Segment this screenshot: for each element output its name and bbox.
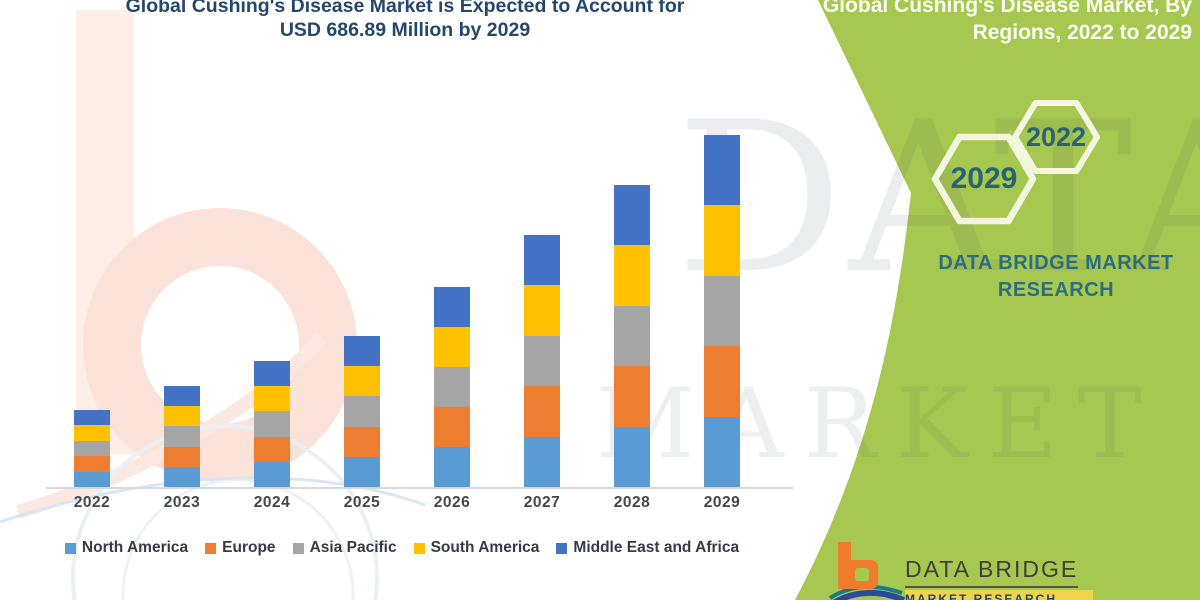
legend-label-europe: Europe	[222, 539, 276, 556]
bar-segment-europe-2028	[614, 366, 650, 427]
legend-label-middle-east-and-africa: Middle East and Africa	[573, 539, 740, 556]
bar-2026	[434, 287, 470, 487]
hexagon-2022-outline	[1012, 100, 1100, 174]
x-axis-label-2029: 2029	[703, 494, 741, 511]
side-panel-title-line1: Global Cushing's Disease Market, By	[822, 0, 1192, 17]
chart-title-line2: USD 686.89 Million by 2029	[279, 18, 531, 41]
bar-segment-middle-east-and-africa-2026	[434, 287, 470, 327]
bar-2028	[614, 185, 650, 487]
bar-segment-europe-2027	[524, 386, 560, 437]
chart-legend: North America Europe Asia Pacific South Ame…	[28, 539, 776, 557]
legend-swatch-south-america	[413, 542, 425, 554]
bar-segment-south-america-2023	[164, 406, 200, 427]
bar-segment-north-america-2026	[434, 447, 470, 487]
bar-2024	[254, 361, 290, 487]
bar-segment-asia-pacific-2026	[434, 367, 470, 407]
bar-segment-north-america-2024	[254, 461, 290, 487]
footer-brand-name: DATA BRIDGE	[905, 556, 1079, 588]
bar-segment-asia-pacific-2024	[254, 411, 290, 437]
side-panel-title: Global Cushing's Disease Market, By Regi…	[820, 0, 1192, 46]
bar-2029	[704, 135, 740, 487]
bar-segment-south-america-2025	[344, 366, 380, 397]
bar-segment-europe-2024	[254, 436, 290, 462]
bar-segment-south-america-2022	[74, 425, 110, 441]
bar-segment-middle-east-and-africa-2027	[524, 235, 560, 286]
bar-segment-europe-2023	[164, 446, 200, 467]
bar-2022	[74, 410, 110, 487]
bar-2027	[524, 235, 560, 487]
legend-swatch-europe	[205, 542, 217, 554]
bar-segment-north-america-2028	[614, 426, 650, 487]
x-axis-label-2023: 2023	[163, 494, 201, 511]
legend-item-north-america: North America	[64, 539, 189, 557]
legend-item-middle-east-and-africa: Middle East and Africa	[556, 539, 739, 557]
bar-segment-middle-east-and-africa-2022	[74, 410, 110, 426]
x-axis-label-2028: 2028	[613, 494, 651, 511]
bar-segment-asia-pacific-2025	[344, 396, 380, 427]
bar-segment-south-america-2028	[614, 245, 650, 306]
bar-2023	[164, 386, 200, 487]
legend-label-north-america: North America	[81, 539, 189, 556]
bar-segment-asia-pacific-2022	[74, 440, 110, 457]
footer-brand-tagline: MARKET RESEARCH	[905, 590, 1093, 600]
legend-swatch-middle-east-and-africa	[556, 542, 568, 554]
legend-label-south-america: South America	[430, 539, 540, 556]
bar-segment-middle-east-and-africa-2029	[704, 135, 740, 206]
bar-segment-south-america-2027	[524, 285, 560, 336]
bar-segment-south-america-2024	[254, 386, 290, 412]
bar-segment-south-america-2029	[704, 205, 740, 276]
legend-item-asia-pacific: Asia Pacific	[292, 539, 397, 557]
hexagon-2029-outline	[931, 133, 1037, 225]
hexagon-label-2022: 2022	[1025, 122, 1087, 152]
x-axis-line	[46, 487, 793, 489]
x-axis-label-2022: 2022	[73, 494, 111, 511]
bar-segment-asia-pacific-2023	[164, 426, 200, 447]
chart-title-line1: Global Cushing's Disease Market is Expec…	[125, 0, 685, 17]
bar-segment-north-america-2025	[344, 456, 380, 487]
legend-item-south-america: South America	[413, 539, 540, 557]
legend-swatch-north-america	[64, 542, 76, 554]
bar-segment-asia-pacific-2028	[614, 305, 650, 367]
bar-segment-north-america-2027	[524, 436, 560, 487]
chart-title: Global Cushing's Disease Market is Expec…	[58, 0, 752, 42]
side-panel-title-line2: Regions, 2022 to 2029	[972, 21, 1192, 44]
x-axis-label-2026: 2026	[433, 494, 471, 511]
bar-segment-south-america-2026	[434, 327, 470, 367]
bar-segment-middle-east-and-africa-2024	[254, 361, 290, 387]
legend-swatch-asia-pacific	[292, 542, 304, 554]
bar-segment-north-america-2029	[704, 416, 740, 487]
x-axis-label-2027: 2027	[523, 494, 561, 511]
bar-segment-middle-east-and-africa-2028	[614, 185, 650, 246]
x-axis-label-2024: 2024	[253, 494, 291, 511]
bar-segment-asia-pacific-2029	[704, 275, 740, 347]
legend-item-europe: Europe	[205, 539, 276, 557]
x-axis-label-2025: 2025	[343, 494, 381, 511]
bar-segment-north-america-2022	[74, 471, 110, 487]
brand-text: DATA BRIDGE MARKET RESEARCH	[938, 252, 1174, 301]
bar-segment-europe-2022	[74, 456, 110, 472]
bar-segment-middle-east-and-africa-2023	[164, 386, 200, 407]
bar-segment-europe-2026	[434, 407, 470, 447]
bar-segment-asia-pacific-2027	[524, 335, 560, 387]
hexagon-label-2029: 2029	[950, 162, 1018, 195]
bar-segment-europe-2025	[344, 426, 380, 457]
bar-2025	[344, 336, 380, 487]
footer-logo-b-icon	[828, 542, 906, 600]
bar-segment-north-america-2023	[164, 466, 200, 487]
bar-segment-middle-east-and-africa-2025	[344, 336, 380, 367]
legend-label-asia-pacific: Asia Pacific	[309, 539, 397, 556]
bar-segment-europe-2029	[704, 346, 740, 417]
hexagons-graphic	[931, 100, 1100, 225]
